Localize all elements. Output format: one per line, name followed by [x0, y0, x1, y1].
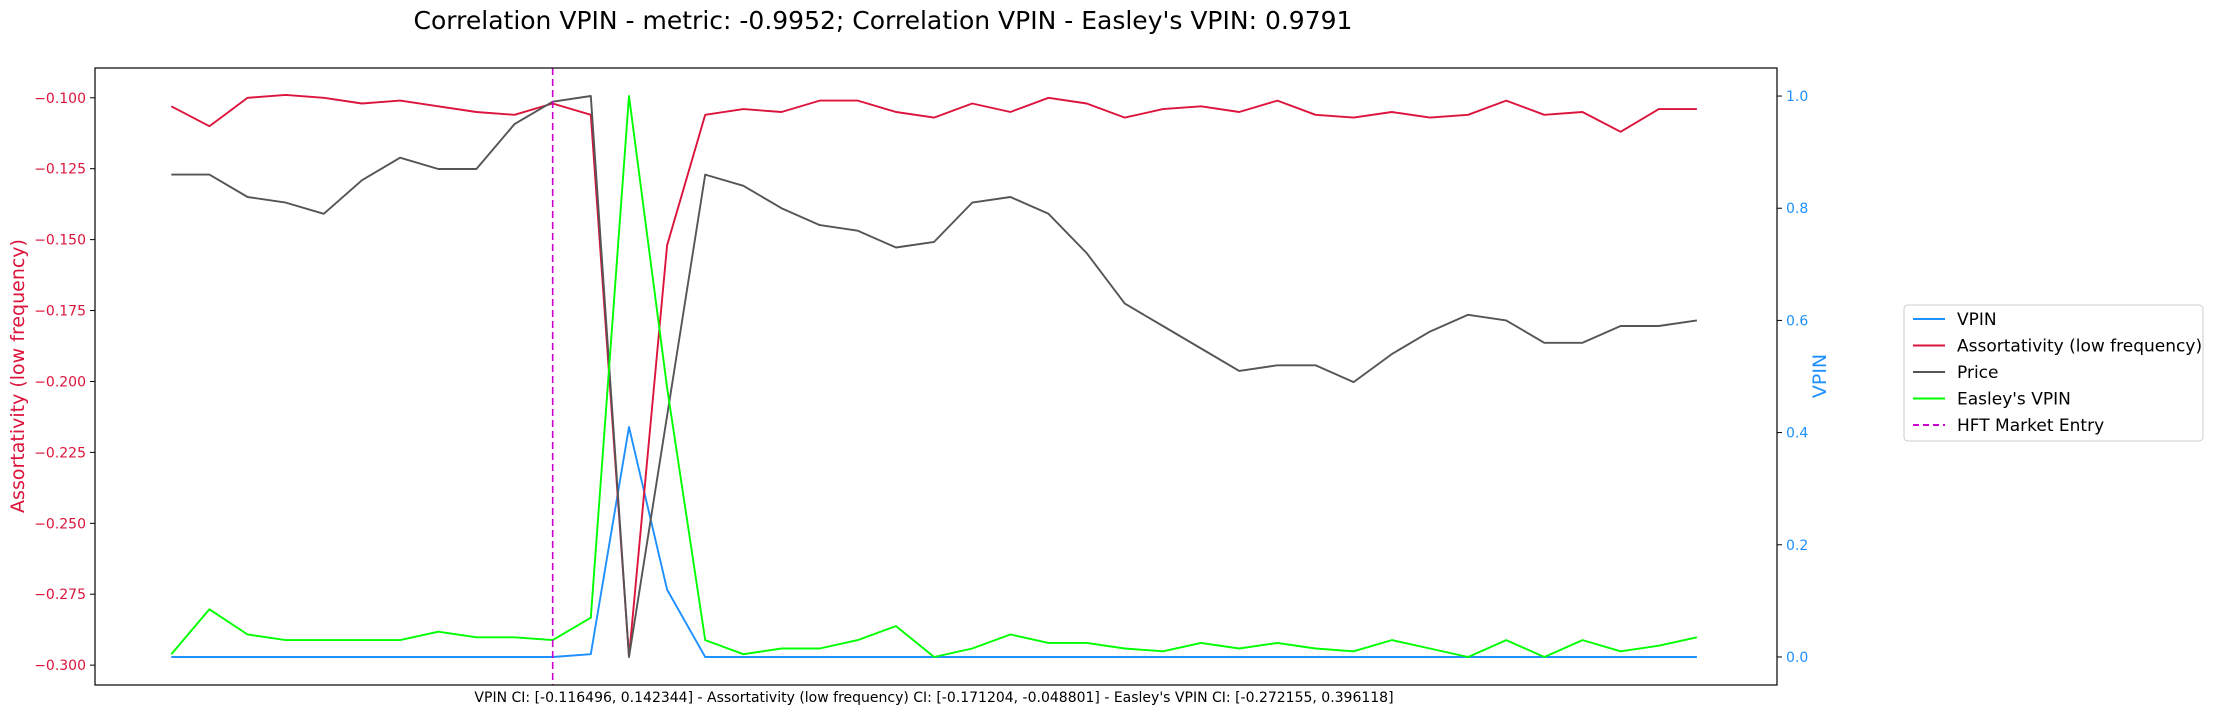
legend: VPIN Assortativity (low frequency) Price Ea… [1903, 304, 2204, 442]
plot-frame [94, 67, 1778, 686]
right-tick-label: 0.6 [1786, 313, 1808, 329]
legend-label: Easley's VPIN [1957, 390, 2071, 410]
right-tick-label: 0.4 [1786, 426, 1808, 442]
legend-box [1903, 304, 2204, 442]
left-tick-label: −0.275 [34, 587, 86, 603]
left-axis-ticks: −0.100 −0.125 −0.150 −0.175 −0.200 −0.225 −0.2… [34, 91, 95, 674]
chart-footer: VPIN CI: [-0.116496, 0.142344] - Assorta… [474, 690, 1393, 706]
right-axis-ticks: 0.0 0.2 0.4 0.6 0.8 1.0 [1777, 89, 1808, 666]
series-line-easley-s-vpin [170, 95, 1698, 658]
legend-label: Price [1957, 363, 1998, 383]
right-axis-label: VPIN [1809, 354, 1831, 398]
plot-area [170, 68, 1698, 685]
left-tick-label: −0.125 [34, 162, 86, 178]
left-tick-label: −0.300 [34, 658, 86, 674]
legend-label: HFT Market Entry [1957, 416, 2104, 436]
series-line-price [171, 95, 1698, 658]
right-tick-label: 1.0 [1786, 89, 1808, 105]
left-tick-label: −0.225 [34, 445, 86, 461]
left-tick-label: −0.200 [34, 374, 86, 390]
left-tick-label: −0.175 [34, 304, 86, 320]
legend-label: Assortativity (low frequency) [1957, 337, 2202, 357]
chart-title: Correlation VPIN - metric: -0.9952; Corr… [414, 6, 1353, 35]
right-tick-label: 0.2 [1786, 538, 1808, 554]
left-tick-label: −0.150 [34, 233, 86, 249]
series-line-assortativity-low-frequency [170, 93, 1697, 658]
left-tick-label: −0.250 [34, 516, 86, 532]
left-axis-label: Assortativity (low frequency) [7, 239, 29, 513]
right-tick-label: 0.8 [1786, 201, 1808, 217]
series-line-vpin [171, 426, 1697, 658]
right-tick-label: 0.0 [1786, 650, 1808, 666]
left-tick-label: −0.100 [34, 91, 86, 107]
legend-label: VPIN [1957, 310, 1997, 330]
